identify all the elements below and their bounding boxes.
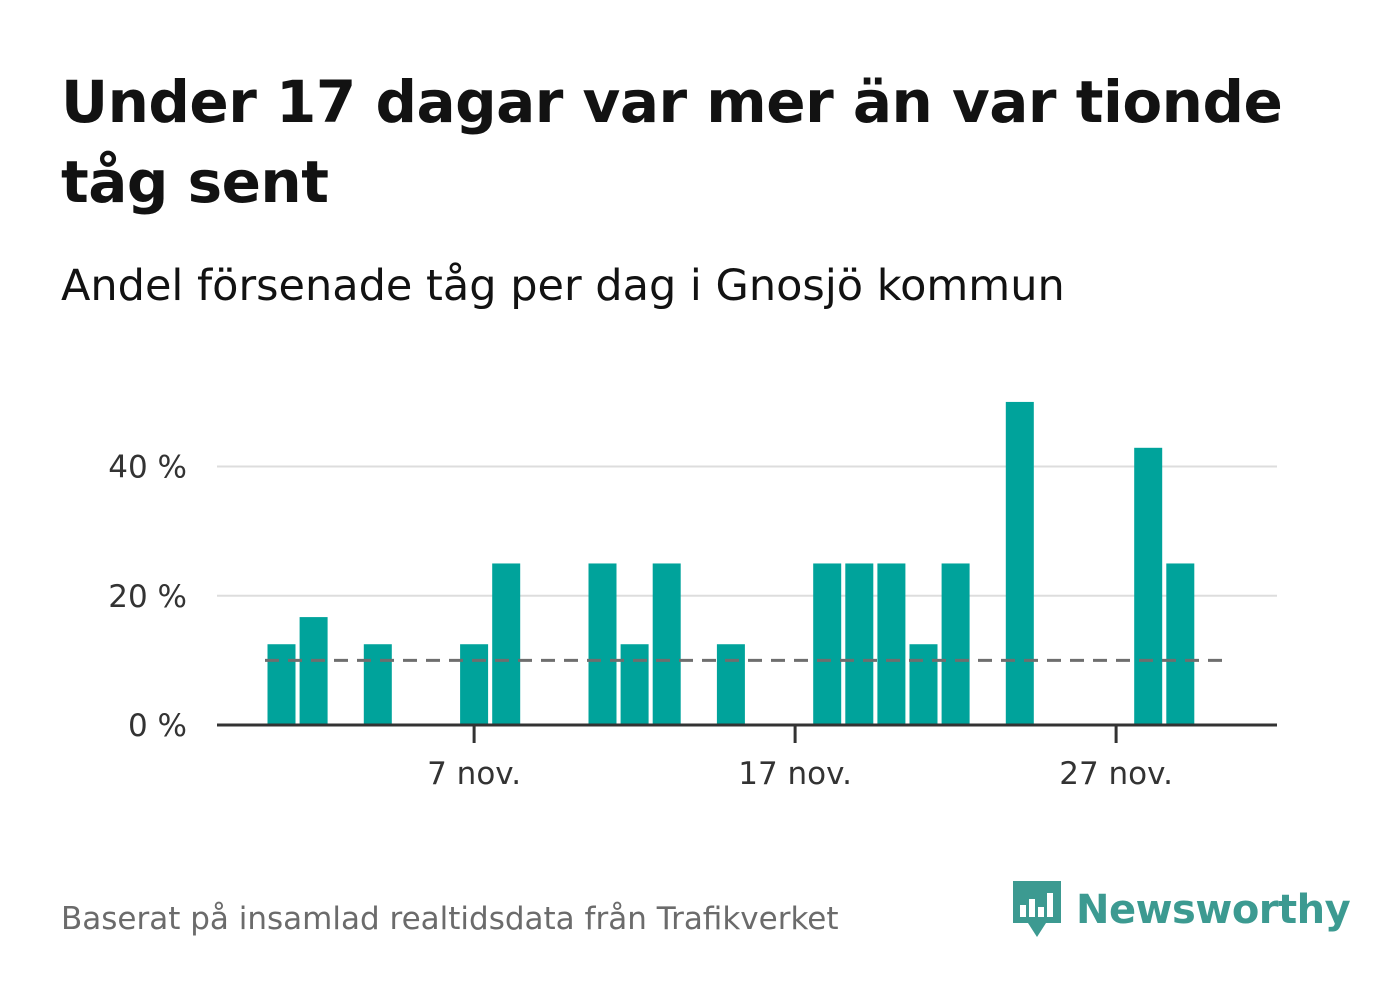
bar: [460, 644, 489, 725]
brand-logo: Newsworthy: [1010, 878, 1351, 942]
x-tick-label: 27 nov.: [1059, 756, 1173, 792]
y-tick-label: 20 %: [108, 579, 187, 615]
bar: [267, 644, 296, 725]
chart-subtitle: Andel försenade tåg per dag i Gnosjö kom…: [61, 261, 1065, 311]
x-tick-label: 17 nov.: [738, 756, 852, 792]
bar: [877, 563, 906, 725]
bar: [845, 563, 874, 725]
bar: [941, 563, 970, 725]
bar: [716, 644, 745, 725]
newsworthy-logo-icon: [1013, 881, 1061, 937]
bar: [1166, 563, 1195, 725]
bar: [909, 644, 938, 725]
bar: [1005, 401, 1034, 725]
y-tick-label: 0 %: [128, 708, 187, 744]
bar: [620, 644, 649, 725]
chart-title: Under 17 dagar var mer än var tionde tåg…: [61, 68, 1283, 216]
bar: [813, 563, 842, 725]
bar: [652, 563, 681, 725]
bar: [588, 563, 617, 725]
bar: [492, 563, 521, 725]
bars: [267, 401, 1195, 725]
axes: 0 % 20 % 40 % 7 nov. 17 nov. 27 nov.: [108, 450, 1277, 792]
source-note: Baserat på insamlad realtidsdata från Tr…: [61, 901, 839, 937]
y-tick-label: 40 %: [108, 450, 187, 486]
bar: [1134, 447, 1163, 725]
x-tick-label: 7 nov.: [427, 756, 521, 792]
bar: [363, 644, 392, 725]
bar: [299, 617, 328, 725]
brand-name: Newsworthy: [1076, 887, 1351, 933]
grid-lines: [217, 465, 1277, 597]
